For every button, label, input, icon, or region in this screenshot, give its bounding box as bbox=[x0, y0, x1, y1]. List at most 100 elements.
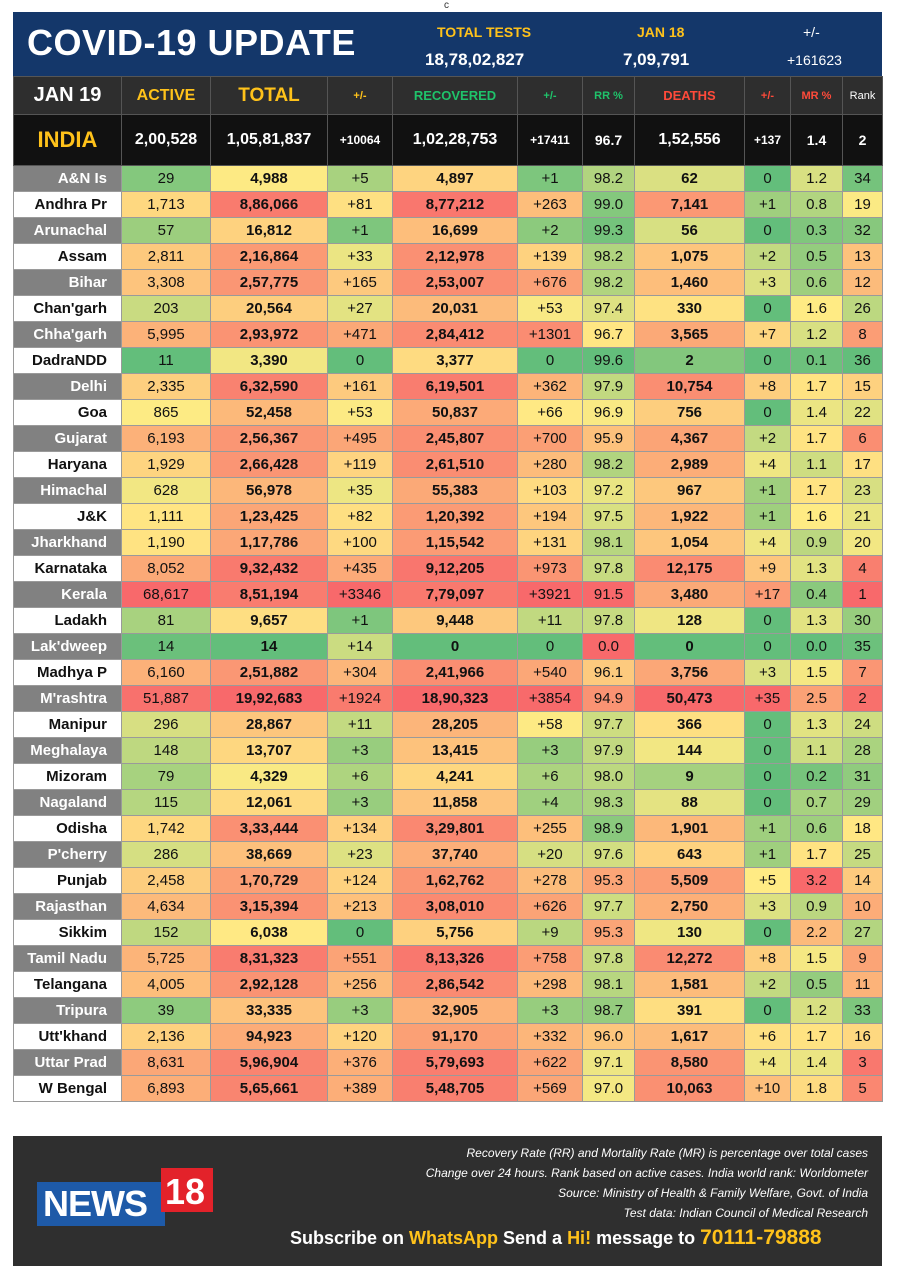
infographic: COVID-19 UPDATE TOTAL TESTS 18,78,02,827… bbox=[13, 12, 883, 1266]
india-label: INDIA bbox=[13, 114, 122, 166]
state-cell: +435 bbox=[327, 555, 393, 582]
state-cell: 36 bbox=[842, 347, 883, 374]
state-cell: 8,631 bbox=[121, 1049, 211, 1076]
state-cell: +6 bbox=[744, 1023, 791, 1050]
state-cell: 0.4 bbox=[790, 581, 843, 608]
state-cell: 68,617 bbox=[121, 581, 211, 608]
state-cell: 2 bbox=[842, 685, 883, 712]
state-cell: 3,377 bbox=[392, 347, 518, 374]
state-cell: 0 bbox=[327, 347, 393, 374]
state-cell: 97.9 bbox=[582, 737, 635, 764]
state-row: Odisha 1,742 3,33,444 +134 3,29,801 +255 98.9 1… bbox=[13, 815, 883, 842]
state-cell: +120 bbox=[327, 1023, 393, 1050]
india-cell: 1,02,28,753 bbox=[392, 114, 518, 166]
state-cell: +3 bbox=[744, 659, 791, 686]
subscribe-send: Send a bbox=[498, 1228, 568, 1248]
state-cell: +10 bbox=[744, 1075, 791, 1102]
state-cell: 32 bbox=[842, 217, 883, 244]
state-cell: 14 bbox=[121, 633, 211, 660]
state-cell: 1,929 bbox=[121, 451, 211, 478]
state-cell: 0.9 bbox=[790, 893, 843, 920]
state-cell: +5 bbox=[327, 165, 393, 192]
state-cell: 20,564 bbox=[210, 295, 328, 322]
state-cell: 0 bbox=[744, 217, 791, 244]
state-cell: 97.5 bbox=[582, 503, 635, 530]
state-cell: 33,335 bbox=[210, 997, 328, 1024]
state-cell: 16 bbox=[842, 1023, 883, 1050]
state-cell: 3,33,444 bbox=[210, 815, 328, 842]
state-cell: +9 bbox=[744, 555, 791, 582]
state-name: DadraNDD bbox=[13, 347, 122, 374]
state-cell: +82 bbox=[327, 503, 393, 530]
state-cell: 0 bbox=[392, 633, 518, 660]
state-cell: 5,995 bbox=[121, 321, 211, 348]
india-cell: 2 bbox=[842, 114, 883, 166]
state-cell: +1 bbox=[744, 841, 791, 868]
state-row: Manipur 296 28,867 +11 28,205 +58 97.7 366 0 1.3 2… bbox=[13, 711, 883, 738]
india-cell: 96.7 bbox=[582, 114, 635, 166]
state-cell: 97.7 bbox=[582, 893, 635, 920]
state-cell: +1 bbox=[744, 503, 791, 530]
state-cell: +471 bbox=[327, 321, 393, 348]
state-cell: 10,063 bbox=[634, 1075, 745, 1102]
state-cell: 97.4 bbox=[582, 295, 635, 322]
state-cell: 6 bbox=[842, 425, 883, 452]
state-cell: +35 bbox=[327, 477, 393, 504]
state-row: Madhya P 6,160 2,51,882 +304 2,41,966 +540 96.… bbox=[13, 659, 883, 686]
state-cell: +35 bbox=[744, 685, 791, 712]
state-cell: 0 bbox=[744, 919, 791, 946]
footer: Recovery Rate (RR) and Mortality Rate (M… bbox=[13, 1136, 882, 1266]
state-cell: +8 bbox=[744, 373, 791, 400]
state-cell: 55,383 bbox=[392, 477, 518, 504]
state-cell: 16,699 bbox=[392, 217, 518, 244]
state-row: Mizoram 79 4,329 +6 4,241 +6 98.0 9 0 0.2 31 bbox=[13, 763, 883, 790]
state-name: Rajasthan bbox=[13, 893, 122, 920]
state-cell: 3,756 bbox=[634, 659, 745, 686]
state-cell: 3,390 bbox=[210, 347, 328, 374]
india-cell: +17411 bbox=[517, 114, 583, 166]
state-cell: 1,23,425 bbox=[210, 503, 328, 530]
state-cell: 2,51,882 bbox=[210, 659, 328, 686]
state-cell: 19 bbox=[842, 191, 883, 218]
state-cell: +11 bbox=[517, 607, 583, 634]
state-cell: 4,329 bbox=[210, 763, 328, 790]
state-cell: 1.5 bbox=[790, 659, 843, 686]
state-name: Jharkhand bbox=[13, 529, 122, 556]
state-cell: 99.6 bbox=[582, 347, 635, 374]
state-cell: 97.7 bbox=[582, 711, 635, 738]
state-cell: 38,669 bbox=[210, 841, 328, 868]
state-cell: 33 bbox=[842, 997, 883, 1024]
state-cell: 0.0 bbox=[582, 633, 635, 660]
state-cell: 16,812 bbox=[210, 217, 328, 244]
state-row: Rajasthan 4,634 3,15,394 +213 3,08,010 +626 97… bbox=[13, 893, 883, 920]
state-cell: 2 bbox=[634, 347, 745, 374]
state-cell: 30 bbox=[842, 607, 883, 634]
subscribe-hi: Hi! bbox=[567, 1228, 592, 1248]
state-cell: 1.7 bbox=[790, 1023, 843, 1050]
state-cell: 62 bbox=[634, 165, 745, 192]
state-cell: 98.1 bbox=[582, 529, 635, 556]
state-cell: 5,48,705 bbox=[392, 1075, 518, 1102]
state-row: Nagaland 115 12,061 +3 11,858 +4 98.3 88 0 0.7 29 bbox=[13, 789, 883, 816]
state-cell: 32,905 bbox=[392, 997, 518, 1024]
state-cell: 79 bbox=[121, 763, 211, 790]
state-cell: 5,65,661 bbox=[210, 1075, 328, 1102]
state-cell: 144 bbox=[634, 737, 745, 764]
state-cell: 2,41,966 bbox=[392, 659, 518, 686]
state-row: Kerala 68,617 8,51,194 +3346 7,79,097 +3921 91… bbox=[13, 581, 883, 608]
state-cell: 1,617 bbox=[634, 1023, 745, 1050]
state-cell: +134 bbox=[327, 815, 393, 842]
state-name: Chan'garh bbox=[13, 295, 122, 322]
state-cell: +758 bbox=[517, 945, 583, 972]
state-cell: 1.3 bbox=[790, 607, 843, 634]
state-cell: 0 bbox=[744, 607, 791, 634]
state-cell: 22 bbox=[842, 399, 883, 426]
state-cell: +3 bbox=[517, 737, 583, 764]
state-cell: +3921 bbox=[517, 581, 583, 608]
state-cell: 31 bbox=[842, 763, 883, 790]
state-cell: +213 bbox=[327, 893, 393, 920]
state-cell: 0 bbox=[744, 789, 791, 816]
state-cell: 0 bbox=[744, 295, 791, 322]
state-cell: 1.6 bbox=[790, 295, 843, 322]
state-cell: 2,811 bbox=[121, 243, 211, 270]
